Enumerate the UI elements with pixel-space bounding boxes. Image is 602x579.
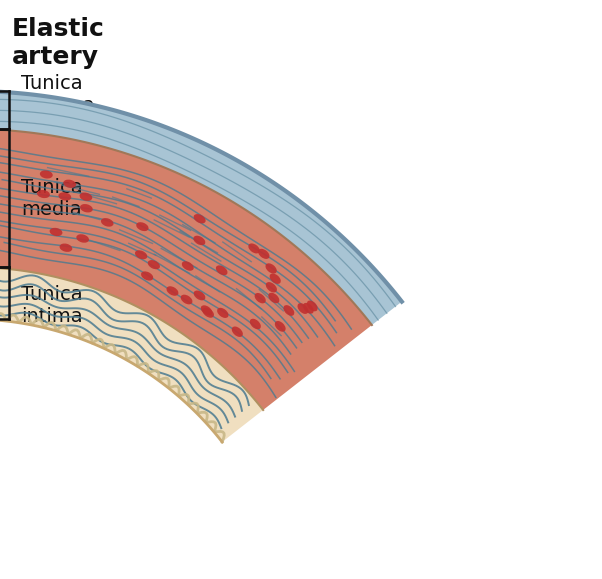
Ellipse shape <box>80 204 93 212</box>
Ellipse shape <box>266 282 277 292</box>
Text: Tunica
media: Tunica media <box>21 178 82 219</box>
Ellipse shape <box>248 243 260 254</box>
Ellipse shape <box>194 291 205 301</box>
Ellipse shape <box>217 308 229 318</box>
Ellipse shape <box>135 250 147 259</box>
Ellipse shape <box>60 244 72 252</box>
Ellipse shape <box>297 303 308 314</box>
Ellipse shape <box>232 327 243 337</box>
Ellipse shape <box>58 192 71 200</box>
Ellipse shape <box>303 303 314 314</box>
Ellipse shape <box>216 265 228 275</box>
Ellipse shape <box>181 295 193 305</box>
Ellipse shape <box>79 193 92 201</box>
Ellipse shape <box>268 293 279 303</box>
Ellipse shape <box>76 234 89 243</box>
Ellipse shape <box>200 305 213 316</box>
Ellipse shape <box>141 272 154 281</box>
Ellipse shape <box>40 170 53 178</box>
Ellipse shape <box>258 249 270 259</box>
Ellipse shape <box>194 214 206 223</box>
Text: Tunica
externa: Tunica externa <box>21 74 96 115</box>
Ellipse shape <box>202 307 214 318</box>
Ellipse shape <box>284 305 294 316</box>
Ellipse shape <box>193 236 205 245</box>
Ellipse shape <box>255 293 265 303</box>
Ellipse shape <box>182 261 194 271</box>
Polygon shape <box>0 91 402 325</box>
Ellipse shape <box>147 260 160 269</box>
Ellipse shape <box>275 321 285 332</box>
Ellipse shape <box>250 319 261 329</box>
Ellipse shape <box>307 301 318 312</box>
Ellipse shape <box>167 286 178 296</box>
Text: Elastic
artery: Elastic artery <box>12 17 105 69</box>
Polygon shape <box>0 129 372 410</box>
Ellipse shape <box>270 273 281 284</box>
Ellipse shape <box>37 190 50 198</box>
Ellipse shape <box>136 222 149 231</box>
Polygon shape <box>0 267 263 442</box>
Ellipse shape <box>265 263 277 274</box>
Text: Tunica
intima: Tunica intima <box>21 285 82 326</box>
Ellipse shape <box>49 228 63 236</box>
Ellipse shape <box>63 179 76 188</box>
Ellipse shape <box>101 218 114 227</box>
